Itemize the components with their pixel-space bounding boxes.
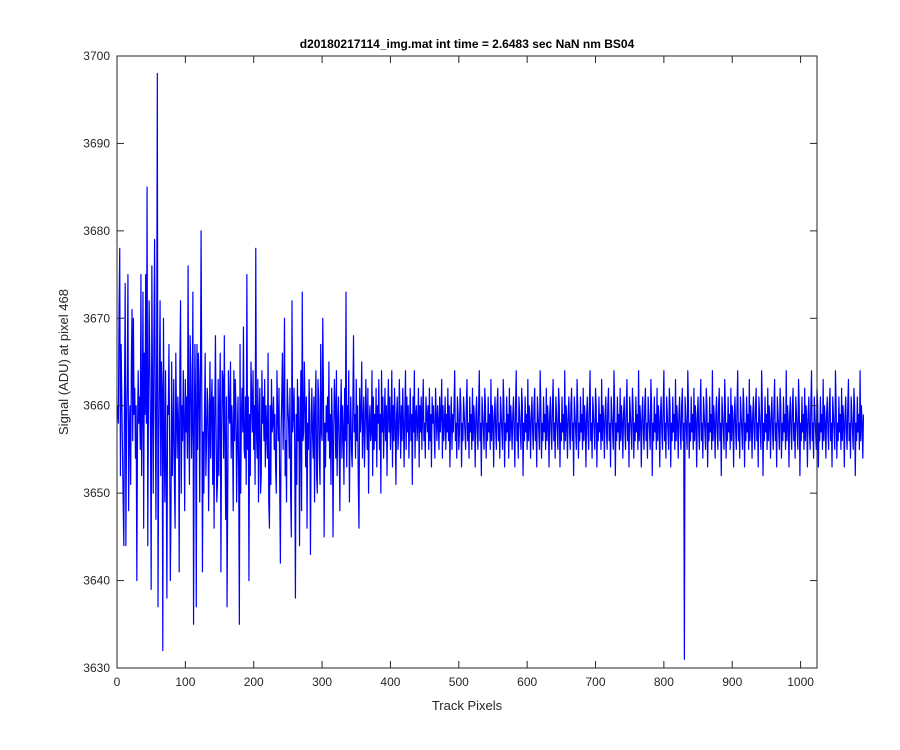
y-axis-label: Signal (ADU) at pixel 468	[56, 289, 71, 435]
x-tick-label: 900	[722, 675, 742, 689]
x-tick-label: 300	[312, 675, 332, 689]
series-line-0	[117, 72, 865, 660]
y-tick-label: 3640	[83, 574, 110, 588]
x-tick-label: 0	[114, 675, 121, 689]
x-tick-label: 1000	[787, 675, 814, 689]
y-tick-label: 3700	[83, 49, 110, 63]
plot-area	[117, 56, 817, 668]
y-tick-label: 3630	[83, 661, 110, 675]
axes-box	[116, 55, 818, 669]
x-tick-label: 800	[654, 675, 674, 689]
y-tick-label: 3670	[83, 311, 110, 325]
x-axis-ticks: 0 100 200 300 400 500 600 700 800 900 1000	[114, 56, 814, 689]
x-tick-label: 200	[244, 675, 264, 689]
y-tick-label: 3650	[83, 486, 110, 500]
y-tick-label: 3680	[83, 224, 110, 238]
chart-title: d20180217114_img.mat int time = 2.6483 s…	[300, 37, 635, 51]
y-tick-label: 3690	[83, 136, 110, 150]
y-tick-label: 3660	[83, 399, 110, 413]
x-tick-label: 100	[175, 675, 195, 689]
x-axis-label: Track Pixels	[432, 698, 503, 713]
x-tick-label: 700	[586, 675, 606, 689]
x-tick-label: 600	[517, 675, 537, 689]
y-axis-ticks: 3630 3640 3650 3660 3670 3680 3690 3700	[83, 49, 817, 675]
series-layer	[117, 72, 865, 660]
x-tick-label: 500	[449, 675, 469, 689]
x-tick-label: 400	[380, 675, 400, 689]
